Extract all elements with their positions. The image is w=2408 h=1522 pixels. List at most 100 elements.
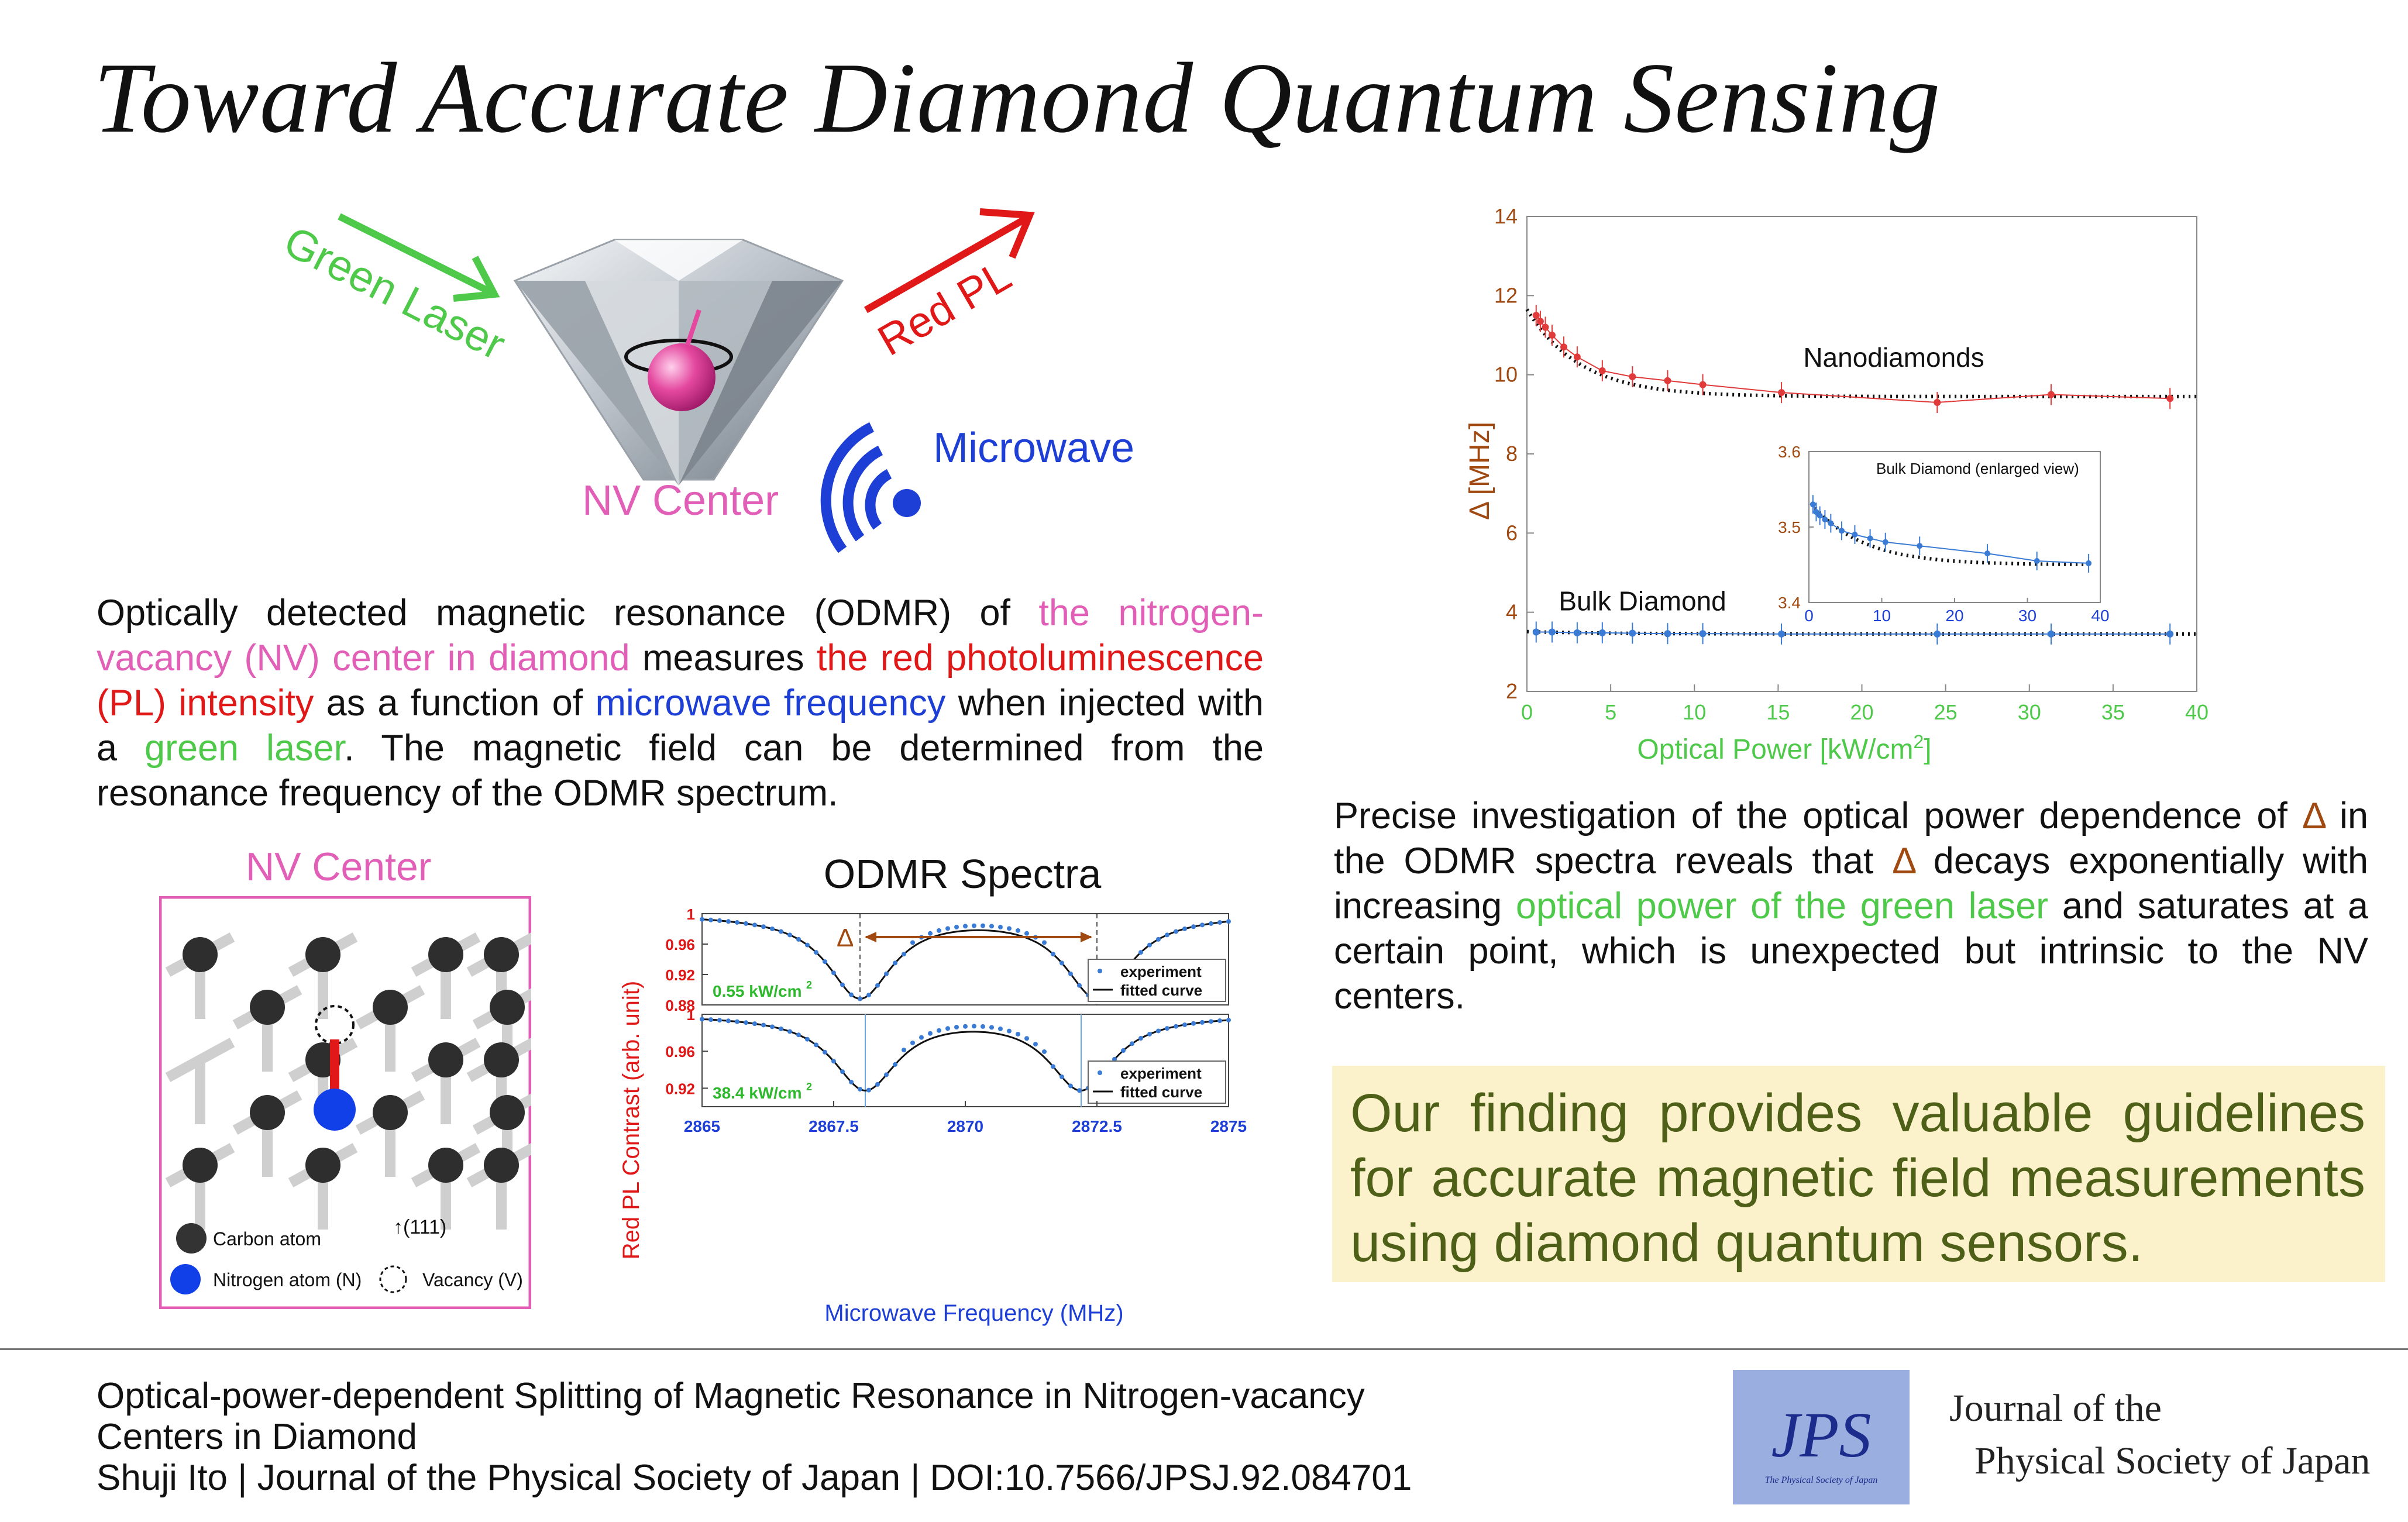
carbon-atom bbox=[428, 1148, 463, 1183]
odmr-experiment-point bbox=[744, 921, 748, 926]
odmr-experiment-point bbox=[814, 950, 818, 955]
red-pl-arrow-icon bbox=[864, 213, 1031, 314]
delta-x-tick-label: 5 bbox=[1605, 700, 1616, 724]
delta-data-point bbox=[1532, 628, 1540, 636]
odmr-experiment-point bbox=[823, 959, 827, 965]
delta-arrowhead-right bbox=[1081, 932, 1092, 942]
odmr-experiment-point bbox=[1174, 929, 1178, 934]
odmr-experiment-point bbox=[761, 1022, 766, 1028]
odmr-experiment-point bbox=[998, 1026, 1003, 1031]
finding-box bbox=[1332, 1066, 2385, 1282]
delta-x-tick-label: 35 bbox=[2101, 700, 2125, 724]
delta-data-point bbox=[1536, 318, 1544, 325]
journal-name-line-1: Journal of the bbox=[1949, 1387, 2162, 1430]
odmr-chart-title: ODMR Spectra bbox=[824, 851, 1102, 897]
inset-data-point bbox=[1867, 535, 1873, 542]
delta-data-point bbox=[1548, 628, 1556, 636]
odmr-experiment-point bbox=[875, 1082, 880, 1087]
odmr-experiment-point bbox=[1068, 1083, 1073, 1089]
odmr-experiment-point bbox=[1138, 1036, 1143, 1041]
odmr-y-tick-label: 1 bbox=[687, 905, 695, 923]
carbon-legend-label: Carbon atom bbox=[213, 1228, 321, 1249]
odmr-experiment-point bbox=[937, 1028, 941, 1033]
citation-line: Shuji Ito | Journal of the Physical Soci… bbox=[97, 1458, 1412, 1498]
odmr-experiment-point bbox=[805, 942, 810, 948]
vacancy-legend-icon bbox=[379, 1265, 407, 1293]
nitrogen-legend-icon bbox=[170, 1264, 201, 1294]
odmr-experiment-point bbox=[831, 970, 836, 976]
paper-title-line-1: Optical-power-dependent Splitting of Mag… bbox=[97, 1376, 1365, 1416]
bulk-diamond-series-label: Bulk Diamond bbox=[1559, 586, 1726, 616]
carbon-atom bbox=[484, 1042, 519, 1077]
inset-frame bbox=[1808, 451, 2101, 603]
carbon-atom bbox=[250, 1095, 285, 1130]
carbon-atom bbox=[183, 1148, 218, 1183]
odmr-experiment-point bbox=[902, 1048, 906, 1053]
odmr-experiment-point bbox=[866, 1087, 871, 1093]
delta-arrowhead-left bbox=[865, 932, 876, 942]
inset-y-tick-label: 3.4 bbox=[1778, 594, 1801, 612]
delta-data-point bbox=[1548, 332, 1556, 339]
odmr-experiment-point bbox=[717, 1018, 722, 1023]
odmr-experiment-point bbox=[1200, 922, 1205, 928]
inset-data-point bbox=[1917, 543, 1923, 549]
odmr-experiment-point bbox=[1174, 1024, 1178, 1029]
carbon-atom bbox=[373, 1095, 408, 1130]
odmr-panel-frame bbox=[701, 913, 1229, 1006]
odmr-y-tick-label: 0.96 bbox=[665, 1043, 695, 1060]
green-laser-arrow-icon bbox=[338, 213, 493, 296]
odmr-experiment-point bbox=[884, 971, 889, 976]
odmr-experiment-point bbox=[1147, 942, 1152, 948]
odmr-x-tick-label: 2872.5 bbox=[1072, 1117, 1122, 1135]
carbon-atom bbox=[490, 990, 525, 1025]
inset-x-tick-label: 40 bbox=[2091, 607, 2109, 625]
delta-data-point bbox=[1542, 323, 1549, 331]
carbon-legend-icon bbox=[176, 1223, 207, 1254]
delta-y-tick-label: 14 bbox=[1494, 204, 1518, 228]
inset-data-point bbox=[1984, 550, 1991, 557]
delta-y-tick-label: 12 bbox=[1494, 283, 1518, 307]
odmr-experiment-point bbox=[823, 1049, 827, 1055]
odmr-experiment-point bbox=[910, 940, 915, 945]
carbon-atom bbox=[373, 990, 408, 1025]
odmr-experiment-point bbox=[972, 1024, 976, 1029]
delta-data-point bbox=[1664, 630, 1671, 638]
nv-sphere-icon bbox=[648, 343, 715, 411]
odmr-experiment-point bbox=[858, 1087, 862, 1092]
odmr-experiment-point bbox=[1112, 1056, 1117, 1062]
journal-name-line-2: Physical Society of Japan bbox=[1974, 1440, 2371, 1482]
odmr-experiment-point bbox=[981, 1024, 985, 1029]
delta-x-tick-label: 30 bbox=[2018, 700, 2041, 724]
delta-data-point bbox=[1598, 367, 1606, 374]
odmr-experiment-point bbox=[1007, 926, 1012, 931]
inset-x-tick-label: 0 bbox=[1804, 607, 1814, 625]
odmr-experiment-point bbox=[1147, 1031, 1152, 1037]
odmr-experiment-point bbox=[1156, 936, 1161, 942]
delta-data-point bbox=[1573, 353, 1581, 361]
intro-text-9: . The magnetic field can be determined f… bbox=[97, 728, 1264, 814]
odmr-experiment-point bbox=[1051, 1064, 1055, 1069]
odmr-plot-area: 10.960.920.880.55 kW/cm 2experimentfitted… bbox=[665, 905, 1247, 1135]
odmr-experiment-point bbox=[1217, 1018, 1222, 1024]
odmr-experiment-point bbox=[1059, 1074, 1064, 1079]
footer-divider bbox=[0, 1348, 2408, 1350]
odmr-experiment-point bbox=[981, 923, 985, 928]
odmr-experiment-point bbox=[893, 1062, 897, 1067]
carbon-atom bbox=[305, 937, 340, 972]
delta-data-point bbox=[1934, 630, 1941, 638]
odmr-legend-box bbox=[1088, 959, 1226, 1002]
finding-text: Our finding provides valuable guidelines… bbox=[1350, 1083, 2365, 1273]
delta-x-tick-label: 25 bbox=[1934, 700, 1958, 724]
delta-y-tick-label: 6 bbox=[1506, 521, 1518, 545]
page-title: Toward Accurate Diamond Quantum Sensing bbox=[94, 43, 1941, 154]
odmr-legend-fit-label: fitted curve bbox=[1120, 1083, 1202, 1101]
intro-nv-highlight: the nitrogen-vacancy (NV) center in diam… bbox=[97, 593, 1264, 679]
odmr-experiment-point bbox=[752, 922, 757, 928]
intro-laser-highlight: green laser bbox=[144, 728, 345, 769]
odmr-experiment-point bbox=[1077, 1088, 1082, 1093]
odmr-experiment-point bbox=[1059, 960, 1064, 966]
carbon-atom bbox=[250, 990, 285, 1025]
carbon-atom bbox=[484, 1148, 519, 1183]
odmr-experiment-point bbox=[1121, 1048, 1126, 1053]
odmr-experiment-point bbox=[1200, 1020, 1205, 1025]
